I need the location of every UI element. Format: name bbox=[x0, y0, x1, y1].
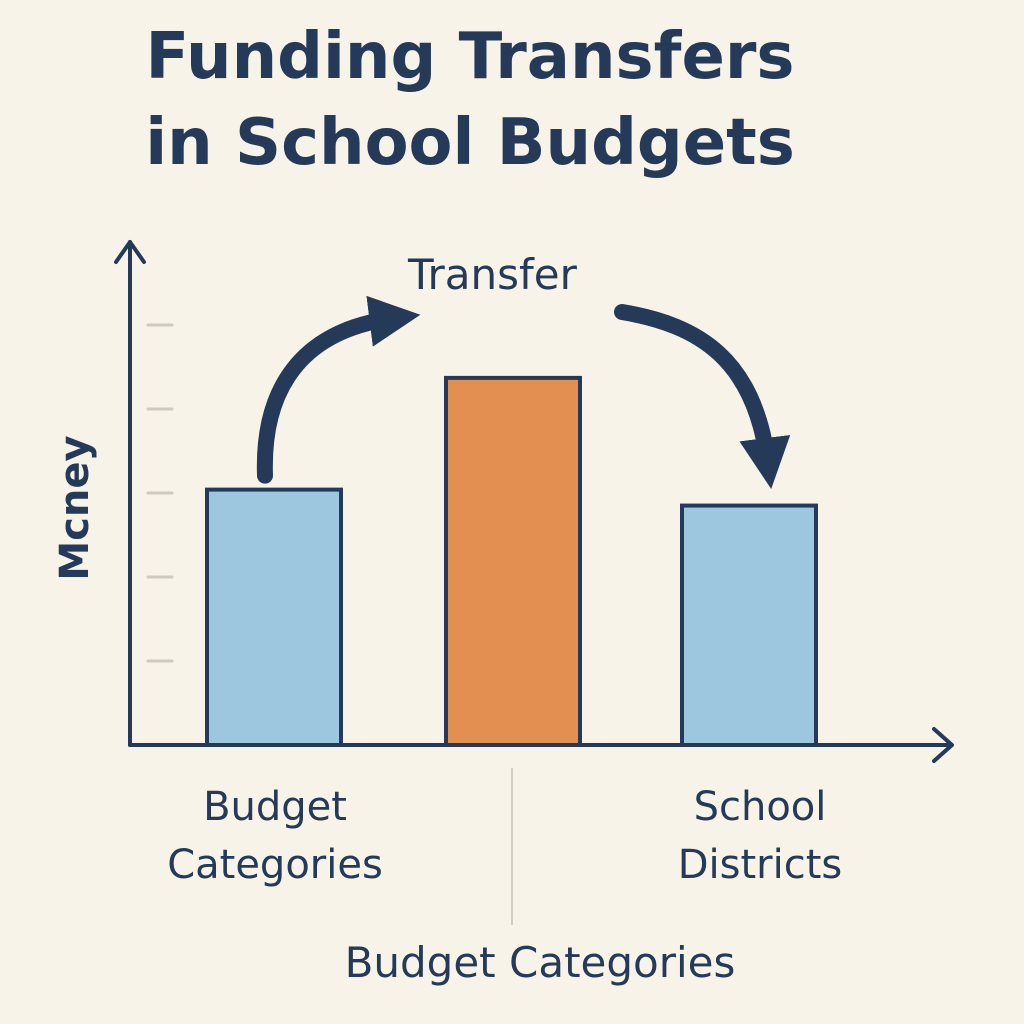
chart-title-line-2: in School Budgets bbox=[145, 106, 795, 180]
chart-title: Funding Transfers in School Budgets bbox=[0, 14, 940, 186]
bar-1 bbox=[205, 487, 343, 747]
x-axis-label: Budget Categories bbox=[344, 938, 736, 987]
x-axis-arrowhead bbox=[932, 727, 954, 763]
bar-3 bbox=[680, 503, 818, 748]
category-label-line: Budget bbox=[203, 784, 347, 830]
chart-title-line-1: Funding Transfers bbox=[145, 20, 795, 94]
transfer-annotation: Transfer bbox=[408, 250, 577, 299]
category-label-line: Districts bbox=[677, 842, 843, 888]
category-label-budget-categories: Budget Categories bbox=[120, 778, 430, 894]
bar-2 bbox=[444, 375, 582, 747]
category-label-line: Categories bbox=[167, 842, 383, 888]
category-label-school-districts: School Districts bbox=[600, 778, 920, 894]
y-axis-arrowhead bbox=[114, 240, 146, 264]
category-label-line: School bbox=[693, 784, 827, 830]
transfer-arrow-left bbox=[256, 295, 421, 484]
transfer-arrow-right bbox=[614, 304, 791, 489]
y-axis-label: Mcney bbox=[52, 435, 98, 581]
